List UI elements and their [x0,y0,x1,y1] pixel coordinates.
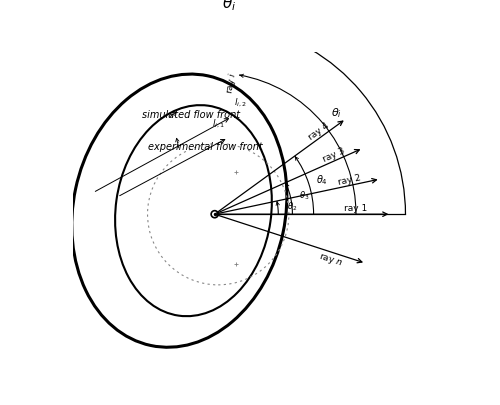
Text: simulated flow front: simulated flow front [142,109,240,119]
Text: $l_{i,1}$: $l_{i,1}$ [212,117,224,130]
Text: ray 2: ray 2 [337,173,361,186]
Text: $\theta_4$: $\theta_4$ [316,173,328,187]
Text: experimental flow front: experimental flow front [148,141,262,151]
Text: $l_{i,2}$: $l_{i,2}$ [234,96,246,109]
Text: $\theta_i$: $\theta_i$ [331,106,342,119]
Text: ray $i$: ray $i$ [223,72,240,95]
Text: ray $n$: ray $n$ [317,250,344,269]
Text: ray 4: ray 4 [307,121,331,142]
Text: $\theta_2$: $\theta_2$ [287,200,297,213]
Text: ray 1: ray 1 [344,204,368,213]
Text: $\theta_3$: $\theta_3$ [300,190,310,202]
Text: ray 3: ray 3 [322,146,346,164]
Text: $\theta_i$: $\theta_i$ [222,0,236,13]
